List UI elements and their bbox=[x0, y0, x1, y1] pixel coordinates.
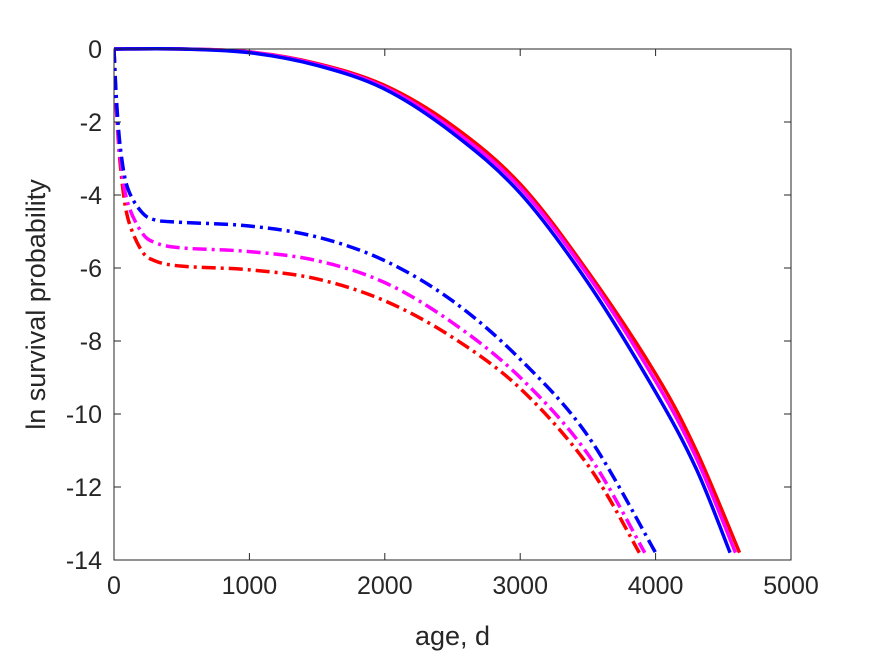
series-line-dashdot-4 bbox=[114, 48, 647, 554]
series-line-dashdot-3 bbox=[114, 48, 641, 554]
tick-layer: 0 1000 2000 3000 4000 5000 0 -2 -4 -6 -8 -10 -12 -14 bbox=[66, 36, 819, 600]
x-tick-label-3: 3000 bbox=[492, 572, 548, 600]
series-layer bbox=[114, 47, 742, 554]
y-tick-label-1: -2 bbox=[80, 109, 102, 137]
y-axis-label: ln survival probability bbox=[21, 179, 51, 430]
y-tick-label-2: -4 bbox=[80, 182, 102, 210]
y-tick-label-0: 0 bbox=[88, 36, 102, 64]
x-axis-label: age, d bbox=[415, 621, 490, 651]
axes-box bbox=[113, 48, 792, 561]
y-tick-label-5: -10 bbox=[66, 401, 102, 429]
x-tick-label-5: 5000 bbox=[763, 572, 819, 600]
x-tick-label-4: 4000 bbox=[628, 572, 684, 600]
x-tick-label-1: 1000 bbox=[222, 572, 278, 600]
series-line-solid-2 bbox=[114, 47, 732, 554]
x-tick-label-2: 2000 bbox=[357, 572, 413, 600]
y-tick-label-4: -8 bbox=[80, 328, 102, 356]
y-tick-label-3: -6 bbox=[80, 255, 102, 283]
y-tick-label-6: -12 bbox=[66, 474, 102, 502]
y-tick-label-7: -14 bbox=[66, 547, 102, 575]
x-tick-label-0: 0 bbox=[107, 572, 121, 600]
series-line-dashdot-5 bbox=[114, 48, 658, 554]
